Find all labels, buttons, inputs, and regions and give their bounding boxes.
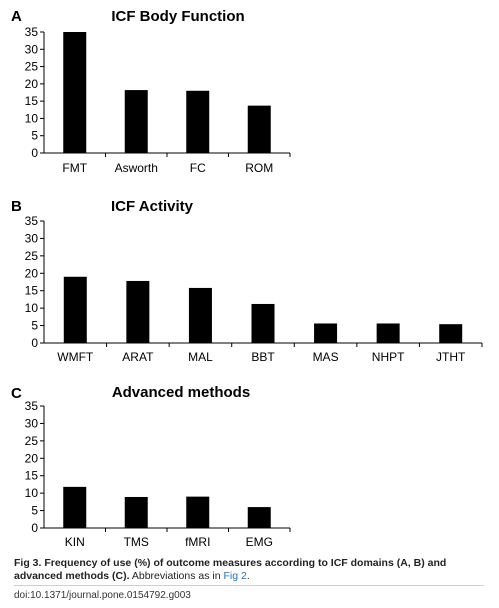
panel-b-y-tick-label: 15 <box>25 284 39 298</box>
panel-c-y-tick-label: 35 <box>25 399 39 413</box>
panel-a-bar <box>63 32 87 153</box>
panel-b-title: ICF Activity <box>111 198 194 215</box>
figure: A ICF Body Function 0 5 10 15 20 25 30 35 FMT Aswor… <box>11 8 483 549</box>
panel-b-category-label: MAL <box>188 350 213 364</box>
panel-b-y-tick-label: 25 <box>25 249 39 263</box>
panel-b-bar <box>376 323 400 343</box>
panel-b-bar <box>314 323 338 343</box>
panel-c-y-tick-label: 0 <box>31 521 38 535</box>
panel-c-y-tick-label: 30 <box>25 416 39 430</box>
panel-c-category-label: EMG <box>246 535 273 549</box>
panel-a-letter: A <box>11 8 22 25</box>
panel-a-bar <box>247 105 271 153</box>
panel-c-category-label: TMS <box>124 535 149 549</box>
panel-b-bar <box>188 287 212 343</box>
figure-caption: Fig 3. Frequency of use (%) of outcome m… <box>14 557 484 583</box>
panel-c-bar <box>247 507 271 528</box>
panel-a-y-tick-label: 25 <box>25 60 39 74</box>
panel-c-bar <box>63 486 87 528</box>
panel-c-bar <box>124 496 148 528</box>
panel-b-y-tick-label: 20 <box>25 266 39 280</box>
panel-a-bar <box>186 90 210 153</box>
panel-b-bar <box>63 276 87 343</box>
panel-a-category-label: FMT <box>62 161 87 175</box>
doi-text: doi:10.1371/journal.pone.0154792.g003 <box>14 590 191 601</box>
panel-b-category-label: JTHT <box>436 350 466 364</box>
panel-b-y-tick-label: 5 <box>31 319 38 333</box>
panel-a-y-tick-label: 5 <box>31 129 38 143</box>
panel-b-category-label: ARAT <box>122 350 154 364</box>
panel-b-letter: B <box>11 198 22 215</box>
panel-c-y-tick-label: 20 <box>25 451 39 465</box>
caption-end: . <box>246 570 250 582</box>
panel-a-category-label: FC <box>190 161 206 175</box>
panel-b-category-label: NHPT <box>372 350 405 364</box>
panel-a-y-tick-label: 10 <box>25 111 39 125</box>
panel-a-bar <box>124 90 148 153</box>
panel-b-bar <box>126 280 150 343</box>
panel-a-y-tick-label: 35 <box>25 25 39 39</box>
panel-b-bar <box>251 303 275 343</box>
panel-a-category-label: ROM <box>245 161 273 175</box>
panel-b-y-tick-label: 10 <box>25 301 39 315</box>
panel-c-category-label: fMRI <box>185 535 210 549</box>
caption-label: Fig 3. Frequency of use (%) of outcome m… <box>14 557 447 582</box>
caption-divider <box>14 585 484 586</box>
caption-text: Abbreviations as in <box>129 570 224 582</box>
caption-link[interactable]: Fig 2 <box>223 570 247 582</box>
panel-b-y-tick-label: 30 <box>25 231 39 245</box>
panel-b-bar <box>439 324 463 343</box>
panel-b-y-tick-label: 0 <box>31 336 38 350</box>
panel-c-letter: C <box>11 385 22 402</box>
panel-a-y-tick-label: 15 <box>25 94 39 108</box>
panel-a-y-tick-label: 0 <box>31 146 38 160</box>
panel-c-y-tick-label: 15 <box>25 469 39 483</box>
panel-c-bar <box>186 496 210 528</box>
panel-a-y-tick-label: 30 <box>25 42 39 56</box>
panel-b-category-label: MAS <box>313 350 339 364</box>
panel-c-title: Advanced methods <box>112 384 250 401</box>
panel-a-y-tick-label: 20 <box>25 77 39 91</box>
panel-c-category-label: KIN <box>65 535 85 549</box>
panel-a-title: ICF Body Function <box>111 8 244 25</box>
panel-b-category-label: WMFT <box>57 350 94 364</box>
panel-b-category-label: BBT <box>251 350 275 364</box>
panel-c-y-tick-label: 25 <box>25 434 39 448</box>
panel-a-category-label: Asworth <box>115 161 158 175</box>
panel-c-y-tick-label: 5 <box>31 504 38 518</box>
panel-b-y-tick-label: 35 <box>25 214 39 228</box>
panel-c-y-tick-label: 10 <box>25 486 39 500</box>
